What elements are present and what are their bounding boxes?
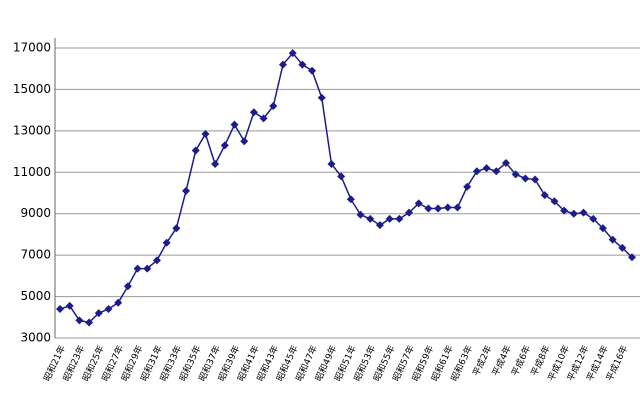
y-tick-label: 15000 — [13, 82, 51, 96]
marker — [434, 204, 443, 213]
marker — [579, 208, 588, 217]
marker — [249, 108, 258, 117]
y-tick-label: 7000 — [20, 248, 51, 262]
marker — [240, 137, 249, 146]
marker — [220, 141, 229, 150]
marker — [152, 256, 161, 265]
marker — [317, 93, 326, 102]
marker — [182, 186, 191, 195]
marker — [366, 214, 375, 223]
marker — [569, 209, 578, 218]
marker — [501, 158, 510, 167]
marker — [540, 191, 549, 200]
marker — [191, 146, 200, 155]
marker — [608, 235, 617, 244]
marker — [472, 167, 481, 176]
marker — [405, 208, 414, 217]
marker — [278, 60, 287, 69]
marker — [85, 318, 94, 327]
y-tick-label: 3000 — [20, 331, 51, 345]
marker — [114, 298, 123, 307]
marker — [288, 49, 297, 58]
marker — [618, 243, 627, 252]
marker — [589, 214, 598, 223]
y-tick-label: 9000 — [20, 206, 51, 220]
y-tick-label: 13000 — [13, 123, 51, 137]
marker — [211, 160, 220, 168]
marker — [598, 224, 607, 233]
marker — [628, 253, 636, 262]
marker — [56, 305, 64, 313]
marker — [308, 66, 317, 75]
y-tick-label: 11000 — [13, 165, 51, 179]
y-tick-label: 17000 — [13, 41, 51, 55]
marker — [356, 210, 365, 219]
y-tick-label: 5000 — [20, 289, 51, 303]
marker — [560, 206, 569, 215]
marker — [492, 167, 501, 176]
line — [59, 52, 633, 324]
marker — [482, 164, 491, 173]
marker — [346, 195, 355, 204]
marker — [511, 170, 520, 179]
marker — [259, 114, 268, 123]
marker — [531, 175, 540, 184]
marker — [550, 197, 559, 206]
marker — [133, 264, 142, 273]
marker — [230, 120, 239, 129]
marker — [162, 238, 171, 247]
marker — [75, 316, 84, 325]
marker — [395, 214, 404, 223]
marker — [453, 203, 462, 212]
marker — [443, 203, 452, 212]
marker — [94, 309, 103, 318]
marker — [298, 60, 307, 69]
marker — [463, 182, 472, 191]
marker — [337, 172, 346, 181]
marker — [424, 204, 433, 213]
marker — [414, 199, 423, 208]
marker — [172, 224, 181, 233]
marker — [269, 102, 278, 110]
marker — [521, 174, 530, 183]
marker — [65, 301, 74, 310]
marker — [201, 129, 210, 138]
marker — [375, 221, 384, 230]
marker — [104, 305, 113, 313]
marker — [327, 160, 336, 168]
marker — [123, 282, 132, 291]
marker — [385, 214, 394, 223]
marker — [143, 264, 152, 273]
